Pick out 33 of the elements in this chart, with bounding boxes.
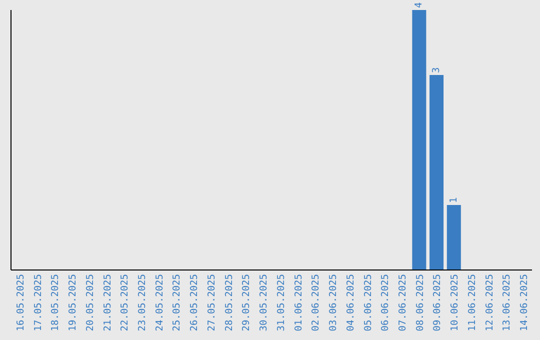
x-tick-label: 07.06.2025 (397, 274, 408, 332)
x-tick-label: 19.05.2025 (68, 274, 79, 332)
x-tick-label: 30.05.2025 (258, 274, 270, 332)
x-tick-label: 05.06.2025 (362, 274, 374, 332)
x-tick-label: 11.06.2025 (466, 274, 478, 332)
x-tick-label: 23.05.2025 (136, 274, 148, 332)
x-tick-label: 20.05.2025 (84, 274, 96, 332)
x-tick-label: 28.05.2025 (224, 274, 235, 332)
x-tick-label: 09.06.2025 (432, 274, 444, 332)
data-label: 4 (414, 2, 425, 8)
x-tick-label: 02.06.2025 (310, 274, 322, 332)
x-tick-label: 24.05.2025 (154, 274, 166, 332)
x-tick-label: 25.05.2025 (172, 274, 183, 332)
x-tick-label: 04.06.2025 (345, 274, 356, 332)
x-tick-label: 18.05.2025 (50, 274, 62, 332)
x-tick-label: 17.05.2025 (32, 274, 44, 332)
x-tick-label: 21.05.2025 (102, 274, 114, 332)
x-tick-label: 03.06.2025 (328, 274, 340, 332)
x-tick-label: 26.05.2025 (189, 274, 200, 332)
x-tick-label: 08.06.2025 (414, 274, 426, 332)
x-tick-label: 10.06.2025 (450, 274, 461, 332)
x-tick-label: 27.05.2025 (206, 274, 218, 332)
x-tick-label: 01.06.2025 (293, 274, 304, 332)
x-tick-label: 14.06.2025 (519, 274, 530, 332)
data-label: 1 (448, 197, 460, 203)
x-tick-label: 22.05.2025 (120, 274, 131, 332)
x-tick-label: 29.05.2025 (241, 274, 252, 332)
x-tick-label: 16.05.2025 (15, 274, 26, 332)
x-tick-label: 06.06.2025 (380, 274, 392, 332)
x-tick-label: 31.05.2025 (276, 274, 287, 332)
data-label: 3 (431, 67, 442, 73)
x-tick-label: 13.06.2025 (502, 274, 513, 332)
x-tick-label: 12.06.2025 (484, 274, 496, 332)
